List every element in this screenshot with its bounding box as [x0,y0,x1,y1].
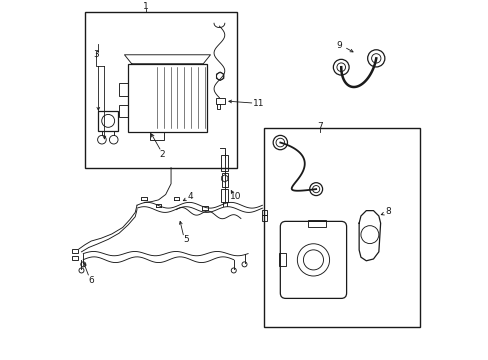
Bar [149,132,163,140]
Text: 9: 9 [336,41,342,50]
Bar [217,104,220,109]
Circle shape [333,59,348,75]
Text: 6: 6 [88,276,94,285]
Text: 1: 1 [143,2,148,11]
Bar [307,220,325,227]
Text: 7: 7 [316,122,322,131]
Bar [119,84,128,96]
Bar [85,12,237,168]
Bar [264,128,419,327]
Bar [262,215,266,221]
Bar [72,256,78,260]
Bar [222,173,227,187]
Bar [221,189,228,202]
Text: 5: 5 [183,235,189,244]
Circle shape [367,50,384,67]
Bar [221,155,228,171]
Bar [98,111,118,131]
Text: 11: 11 [253,99,264,108]
Text: 2: 2 [159,150,164,159]
Circle shape [309,183,322,195]
Text: 10: 10 [229,192,241,201]
Text: 8: 8 [384,207,390,216]
Bar [119,105,128,117]
Bar [278,253,286,266]
Circle shape [273,135,287,150]
Bar [262,210,266,215]
Text: 4: 4 [187,192,192,201]
Text: 3: 3 [93,50,99,59]
Bar [72,249,78,253]
Bar [215,98,224,104]
Bar [128,64,206,132]
